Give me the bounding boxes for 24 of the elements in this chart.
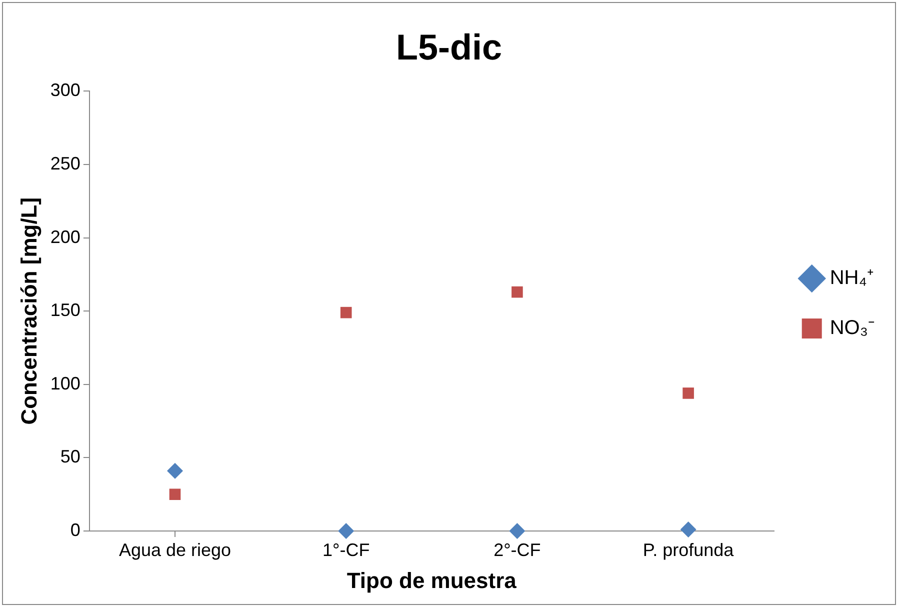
x-tick-label: P. profunda: [642, 540, 735, 560]
y-tick-label: 250: [50, 153, 80, 174]
point: [166, 462, 183, 479]
point: [340, 306, 352, 318]
legend-label: NO₃⁻: [830, 317, 876, 340]
x-tick-label: 1°-CF: [322, 540, 370, 560]
legend-label: NH₄⁺: [830, 267, 874, 290]
y-tick-label: 200: [50, 226, 80, 247]
y-tick-label: 100: [50, 373, 80, 394]
y-tick-label: 300: [50, 80, 80, 100]
y-axis-title: Concentración [mg/L]: [16, 197, 42, 425]
x-axis-title: Tipo de muestra: [346, 568, 518, 593]
y-tick-label: 50: [60, 446, 80, 467]
point: [682, 388, 694, 399]
point: [509, 523, 526, 539]
x-tick-label: 2°-CF: [494, 540, 541, 560]
y-tick-label: 0: [70, 520, 80, 540]
x-tick-label: Agua de riego: [118, 540, 232, 560]
point: [680, 522, 696, 538]
point: [169, 488, 181, 500]
y-tick-label: 150: [50, 300, 80, 320]
point: [338, 523, 354, 539]
chart-title: L5-dic: [396, 26, 502, 68]
point: [512, 286, 523, 298]
